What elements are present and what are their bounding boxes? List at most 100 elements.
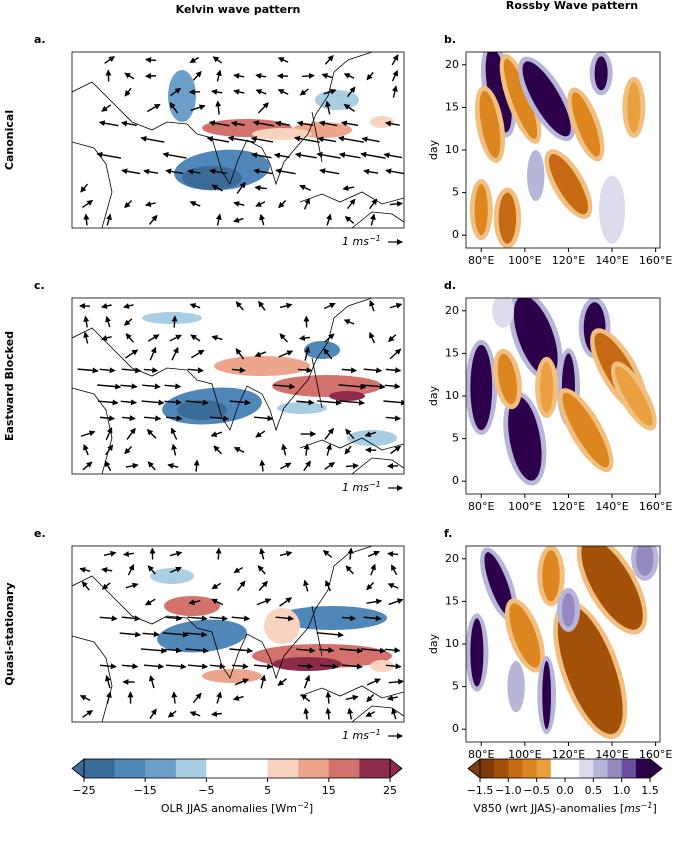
colorbar-label-part: V850 (wrt JJAS)-anomalies [	[473, 802, 624, 815]
colorbar-tick-label: −25	[72, 784, 95, 797]
wind-vector	[386, 417, 400, 418]
colorbar-segment	[523, 759, 538, 778]
wind-vector	[125, 350, 137, 358]
y-tick-label: 20	[445, 304, 459, 317]
panel-label: b.	[444, 33, 456, 46]
wind-vector	[191, 304, 201, 307]
colorbar-segment	[579, 759, 594, 778]
wind-vector	[301, 695, 309, 702]
wind-vector	[306, 709, 308, 720]
wind-vector	[193, 72, 201, 81]
x-tick-label: 100°E	[508, 500, 541, 513]
wind-vector	[295, 138, 320, 142]
hovmoller-field	[465, 284, 665, 489]
colorbar-segment	[537, 759, 552, 778]
panel-label: c.	[34, 279, 45, 292]
colorbar-tick-label: −1.5	[467, 784, 494, 797]
wind-vector	[196, 460, 197, 471]
x-tick-label: 80°E	[468, 500, 494, 513]
colorbar-tick-label: 5	[264, 784, 271, 797]
wind-vector	[146, 76, 156, 77]
wind-vector	[124, 553, 134, 554]
wind-vector	[191, 335, 200, 341]
colorbar-segment	[636, 759, 651, 778]
wind-vector	[367, 601, 382, 603]
colorbar-tick-label: −15	[134, 784, 157, 797]
wind-vector	[125, 446, 132, 453]
wind-vector	[256, 202, 265, 206]
scale-exp: −1	[369, 480, 381, 489]
wind-vector	[125, 319, 132, 325]
wind-vector	[82, 582, 89, 590]
wind-vector	[82, 201, 92, 208]
wind-vector	[392, 55, 398, 65]
wind-vector	[261, 215, 264, 225]
scale-arrow-label: 1 ms−1	[342, 234, 381, 249]
colorbar-segment	[329, 759, 360, 778]
wind-vector	[261, 549, 264, 560]
v850-anomaly	[542, 550, 559, 601]
wind-vector	[256, 431, 265, 437]
wind-vector	[102, 569, 112, 571]
wind-vector	[144, 369, 157, 370]
wind-vector	[235, 448, 244, 453]
wind-vector	[168, 465, 178, 467]
v850-anomaly	[527, 150, 544, 201]
y-tick-label: 15	[445, 100, 459, 113]
scale-exp: −1	[369, 728, 381, 737]
wind-vector	[218, 548, 219, 559]
wind-vector	[324, 551, 332, 558]
wind-vector	[80, 569, 90, 572]
wind-vector	[262, 461, 263, 472]
wind-vector	[126, 465, 138, 467]
row-label: Quasi-stationary	[3, 582, 16, 685]
wind-vector	[327, 215, 330, 226]
wind-vector	[346, 466, 358, 467]
wind-vector	[280, 463, 290, 469]
olr-anomaly	[315, 90, 359, 110]
wind-vector	[122, 617, 140, 619]
wind-vector	[234, 568, 242, 573]
wind-vector	[361, 154, 385, 158]
wind-vector	[148, 335, 158, 341]
map-field	[72, 298, 406, 474]
wind-vector	[81, 696, 90, 701]
wind-vector	[214, 446, 221, 454]
wind-vector	[146, 203, 156, 205]
wind-vector	[345, 320, 354, 324]
colorbar-tick-label: 1.0	[613, 784, 631, 797]
wind-vector	[300, 186, 311, 191]
wind-vector	[210, 617, 227, 619]
v850-anomaly	[627, 82, 640, 133]
wind-vector	[364, 369, 381, 371]
wind-vector	[107, 317, 110, 327]
map	[72, 546, 404, 722]
column-title: Rossby Wave pattern	[506, 0, 638, 12]
wind-vector	[188, 617, 207, 619]
y-axis-label: day	[427, 139, 440, 160]
wind-vector	[107, 215, 110, 226]
colorbar-segment	[176, 759, 207, 778]
wind-vector	[254, 665, 272, 667]
wind-vector	[229, 649, 252, 651]
v850-anomaly	[599, 176, 625, 244]
colorbar-tick-label: −5	[198, 784, 214, 797]
colorbar-segment	[494, 759, 509, 778]
colorbar-tick-label: 0.0	[556, 784, 574, 797]
colorbar-segment	[206, 759, 237, 778]
wind-vector	[232, 617, 249, 619]
colorbar-label-part: ms	[624, 802, 641, 815]
wind-vector	[328, 709, 329, 720]
wind-vector	[362, 138, 379, 141]
scale-exp: −1	[369, 234, 381, 243]
wind-vector	[383, 401, 406, 403]
wind-vector	[104, 553, 116, 556]
v850-anomaly	[492, 294, 514, 328]
hovmoller-field	[470, 41, 646, 249]
wind-vector	[276, 170, 295, 173]
wind-vector	[106, 445, 113, 455]
wind-vector	[390, 203, 402, 204]
colorbar-tick-label: 15	[322, 784, 336, 797]
wind-vector	[78, 369, 98, 371]
wind-vector	[392, 71, 397, 81]
